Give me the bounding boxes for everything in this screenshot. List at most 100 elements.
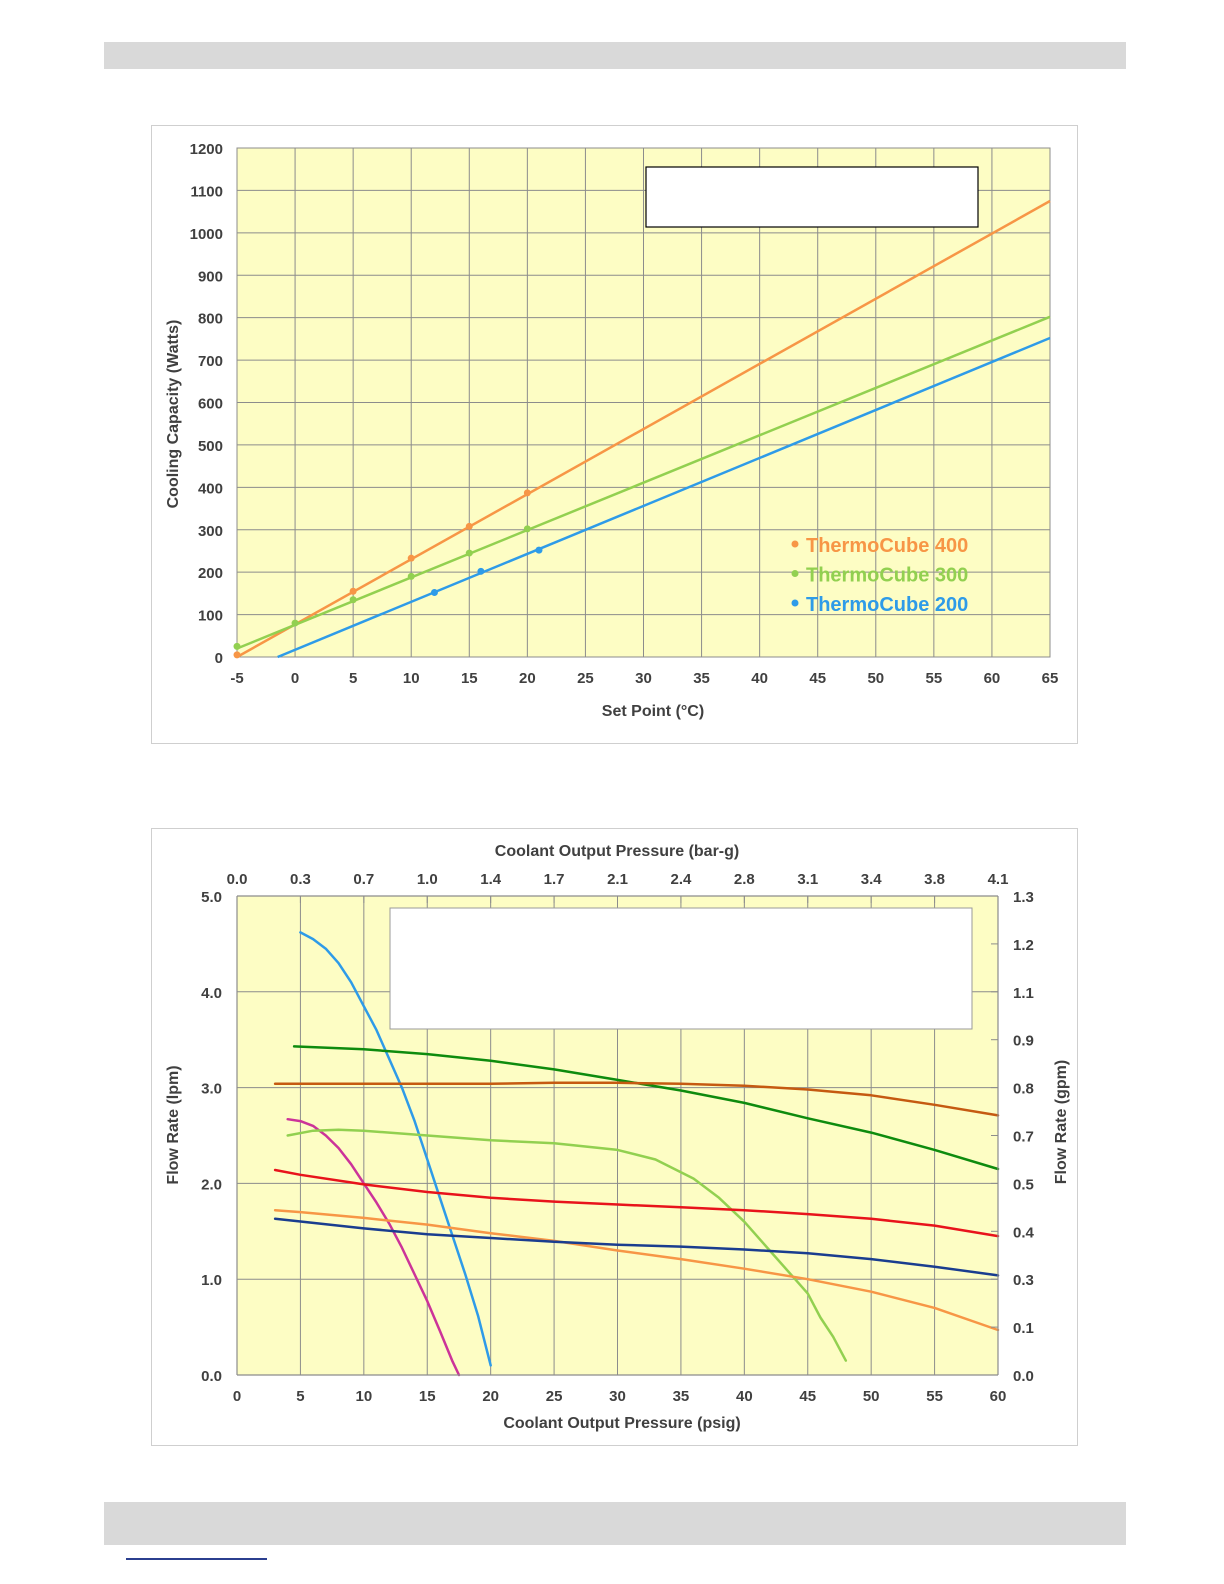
x-tick-label: 55 <box>926 1388 943 1405</box>
y-tick-label: 1200 <box>190 141 223 158</box>
flow-curve-2 <box>286 1117 461 1377</box>
x2-tick-label: 1.4 <box>480 871 502 888</box>
x-tick-label: 5 <box>349 670 357 687</box>
flow-curve-3 <box>286 1128 848 1362</box>
x-tick-label: 50 <box>863 1388 880 1405</box>
x2-tick-label: 2.8 <box>734 871 755 888</box>
y2-tick-label: 0.4 <box>1013 1224 1035 1241</box>
data-point-thermocube-300 <box>523 525 531 533</box>
flow-curve-7 <box>273 1208 1000 1332</box>
y-tick-label: 5.0 <box>201 889 222 906</box>
flow-curve-8 <box>273 1217 1000 1277</box>
legend-marker-thermocube-200 <box>791 599 799 607</box>
y-tick-label: 1.0 <box>201 1272 222 1289</box>
x-tick-label: 30 <box>635 670 652 687</box>
x-tick-label: 10 <box>403 670 420 687</box>
x-tick-label: 45 <box>799 1388 816 1405</box>
data-point-thermocube-200 <box>430 589 438 597</box>
tick-labels: 0 5 10 15 20 25 30 35 40 45 50 55 60 0.0 1.0 2.0 3.0 4.0 5… <box>201 871 1034 1405</box>
trendline-thermocube-400 <box>236 199 1051 659</box>
legend-marker-thermocube-300 <box>791 570 799 577</box>
y2-tick-label: 0.8 <box>1013 1081 1034 1098</box>
y-tick-label: 400 <box>198 480 223 497</box>
x-tick-label: 60 <box>984 670 1001 687</box>
data-point-thermocube-300 <box>233 642 241 650</box>
x-tick-label: 60 <box>990 1388 1007 1405</box>
series-group <box>233 199 1051 659</box>
data-point-thermocube-400 <box>349 587 357 595</box>
y-tick-label: 1100 <box>190 183 223 200</box>
y2-tick-label: 0.9 <box>1013 1033 1034 1050</box>
y-tick-label: 4.0 <box>201 985 222 1002</box>
x2-tick-label: 3.4 <box>861 871 883 888</box>
x2-tick-label: 1.7 <box>544 871 565 888</box>
x-tick-label: 0 <box>291 670 299 687</box>
y-tick-label: 600 <box>198 396 223 413</box>
data-point-thermocube-400 <box>523 489 531 497</box>
legend: ThermoCube 400 ThermoCube 300 ThermoCube 2… <box>791 535 968 616</box>
y-tick-label: 100 <box>198 608 223 625</box>
x-tick-label: -5 <box>230 670 243 687</box>
x2-tick-label: 4.1 <box>988 871 1009 888</box>
y2-tick-label: 1.1 <box>1013 985 1034 1002</box>
data-point-thermocube-400 <box>465 522 473 530</box>
annotation-box <box>389 907 973 1030</box>
flow-curve-6 <box>273 1168 1000 1238</box>
y2-tick-label: 0.1 <box>1013 1320 1034 1337</box>
data-point-thermocube-300 <box>291 619 299 627</box>
x-tick-label: 20 <box>482 1388 499 1405</box>
x-tick-label: 15 <box>419 1388 436 1405</box>
footer-rule <box>126 1558 267 1560</box>
legend-marker-thermocube-400 <box>791 540 799 548</box>
flow-curve-4 <box>292 1045 1000 1171</box>
y-axis-title: Flow Rate (lpm) <box>165 1065 182 1184</box>
x-tick-label: 15 <box>461 670 478 687</box>
x2-tick-label: 0.3 <box>290 871 311 888</box>
x-tick-label: 35 <box>693 670 710 687</box>
trendline-thermocube-200 <box>277 336 1051 659</box>
x2-axis-title: Coolant Output Pressure (bar-g) <box>495 843 739 860</box>
footer-band <box>104 1502 1126 1545</box>
x2-tick-label: 3.1 <box>797 871 818 888</box>
x-tick-label: 25 <box>546 1388 563 1405</box>
x-tick-label: 35 <box>673 1388 690 1405</box>
x-tick-label: 0 <box>233 1388 241 1405</box>
data-point-thermocube-400 <box>233 651 241 659</box>
data-point-thermocube-200 <box>477 567 485 575</box>
x-tick-label: 45 <box>809 670 826 687</box>
x-tick-label: 25 <box>577 670 594 687</box>
y-tick-label: 800 <box>198 311 223 328</box>
x2-tick-label: 2.1 <box>607 871 628 888</box>
annotation-box <box>645 166 979 228</box>
data-point-thermocube-300 <box>407 572 415 580</box>
x2-tick-label: 1.0 <box>417 871 438 888</box>
header-band <box>104 42 1126 69</box>
y-tick-label: 500 <box>198 438 223 455</box>
y-tick-label: 300 <box>198 523 223 540</box>
x-tick-label: 50 <box>867 670 884 687</box>
x-tick-label: 5 <box>296 1388 304 1405</box>
y2-tick-label: 0.7 <box>1013 1129 1034 1146</box>
legend-label-thermocube-200: ThermoCube 200 <box>806 594 968 616</box>
x-tick-label: 65 <box>1042 670 1059 687</box>
x2-tick-label: 3.8 <box>924 871 945 888</box>
y-tick-label: 200 <box>198 565 223 582</box>
legend-label-thermocube-400: ThermoCube 400 <box>806 535 968 557</box>
x2-tick-label: 2.4 <box>670 871 692 888</box>
flow-curve-5 <box>273 1081 1000 1117</box>
tick-labels: -5 0 5 10 15 20 25 30 35 40 45 50 55 60 65 0 100 200 300 40… <box>190 141 1059 687</box>
legend-label-thermocube-300: ThermoCube 300 <box>806 565 968 587</box>
y2-tick-label: 1.2 <box>1013 937 1034 954</box>
x-tick-label: 10 <box>355 1388 372 1405</box>
y-tick-label: 3.0 <box>201 1081 222 1098</box>
y2-tick-label: 1.3 <box>1013 889 1034 906</box>
y-tick-label: 0 <box>215 650 223 667</box>
y-tick-label: 1000 <box>190 226 223 243</box>
y-tick-label: 0.0 <box>201 1368 222 1385</box>
axes <box>236 895 999 1376</box>
x-axis-title: Set Point (°C) <box>602 703 704 720</box>
y2-tick-label: 0.3 <box>1013 1272 1034 1289</box>
data-point-thermocube-300 <box>349 596 357 604</box>
y-tick-label: 900 <box>198 268 223 285</box>
